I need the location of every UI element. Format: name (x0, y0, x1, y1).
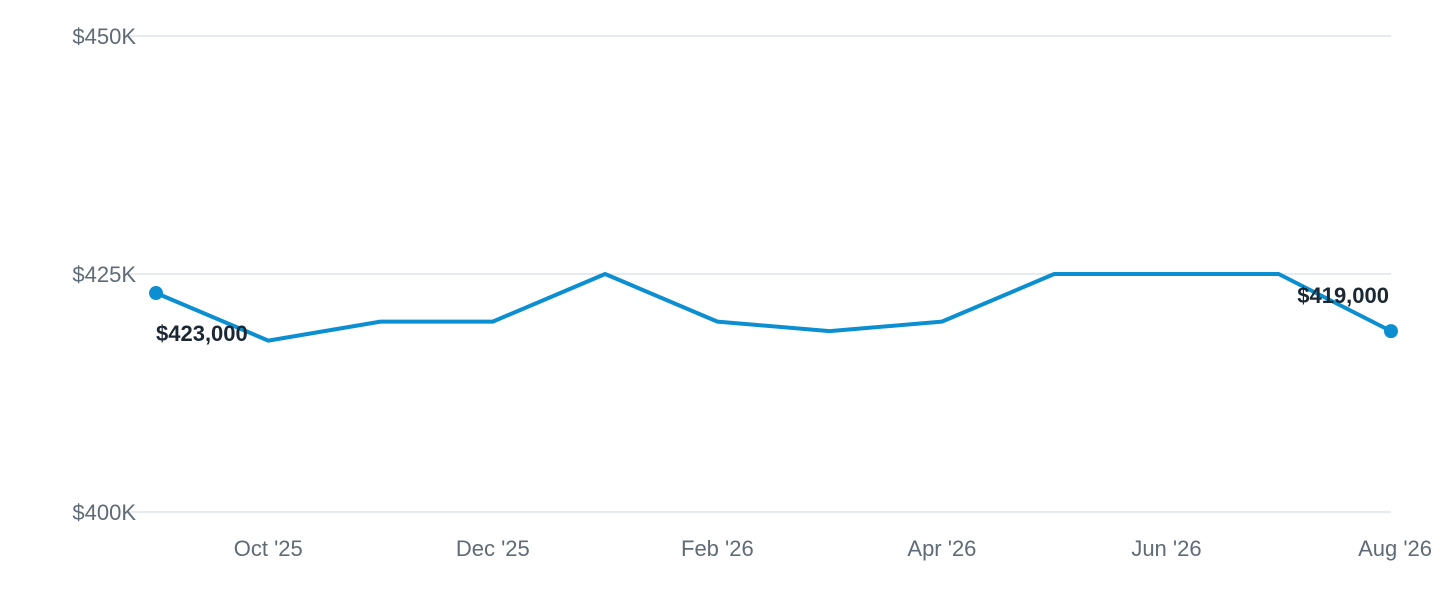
x-tick-label: Oct '25 (234, 536, 303, 561)
x-tick-label: Aug '26 (1358, 536, 1432, 561)
y-tick-label: $425K (72, 262, 136, 287)
x-tick-label: Dec '25 (456, 536, 530, 561)
x-tick-label: Feb '26 (681, 536, 754, 561)
endpoint-marker (1384, 324, 1398, 339)
data-label: $423,000 (156, 321, 248, 346)
data-label: $419,000 (1297, 283, 1389, 308)
endpoint-marker (149, 286, 163, 301)
x-axis-ticks: Oct '25 Dec '25 Feb '26 Apr '26 Jun '26 Aug '… (234, 536, 1432, 561)
x-tick-label: Apr '26 (907, 536, 976, 561)
y-axis-ticks: $450K $425K $400K (72, 24, 136, 525)
x-tick-label: Jun '26 (1131, 536, 1201, 561)
series-layer (149, 272, 1398, 343)
series-line-0 (154, 272, 1393, 343)
data-labels: $423,000 $419,000 (156, 283, 1389, 346)
y-tick-label: $450K (72, 24, 136, 49)
y-tick-label: $400K (72, 500, 136, 525)
